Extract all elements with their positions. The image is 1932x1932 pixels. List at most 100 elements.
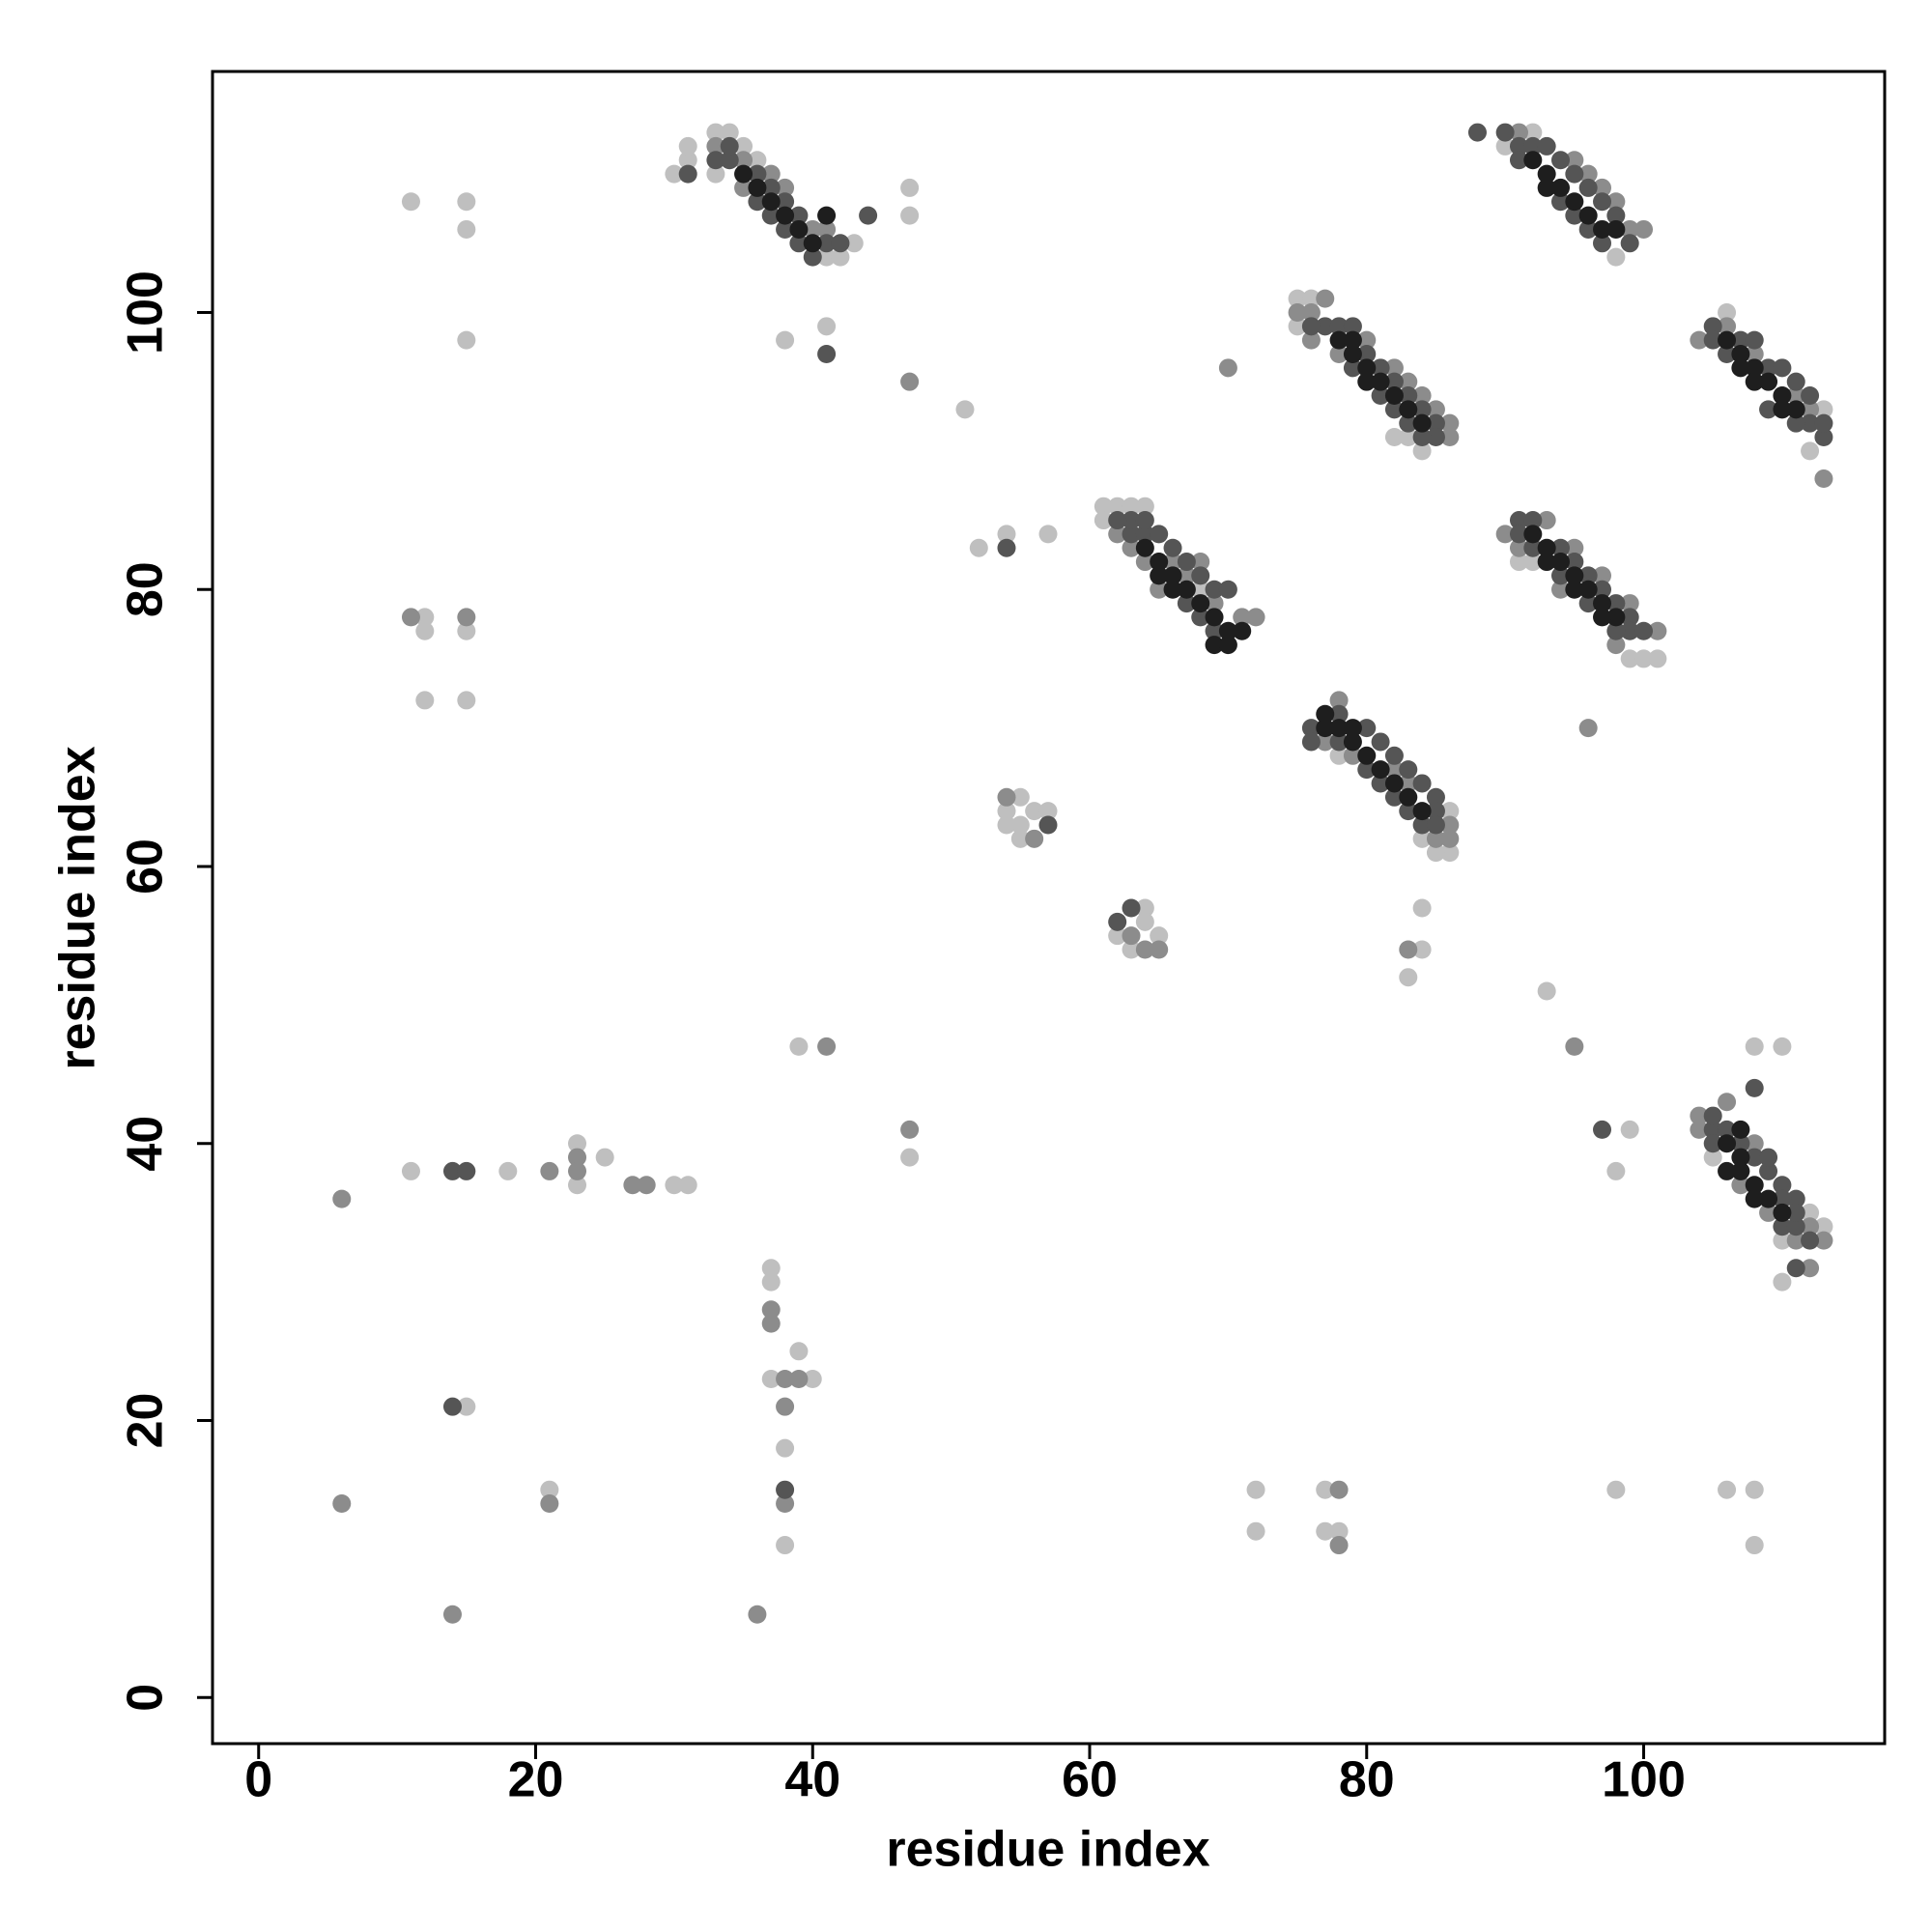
contact-point (1786, 1217, 1805, 1236)
contact-point (1731, 344, 1750, 363)
contact-point (1773, 386, 1792, 406)
contact-point (1399, 968, 1418, 987)
y-tick-label: 0 (118, 1684, 174, 1712)
contact-point (1801, 1259, 1820, 1278)
contact-point (1718, 344, 1737, 363)
contact-point (761, 192, 781, 212)
contact-point (1634, 219, 1654, 239)
contact-point (1205, 594, 1224, 613)
contact-point (457, 192, 476, 212)
contact-point (1426, 843, 1445, 863)
contact-point (1731, 1134, 1750, 1153)
contact-point (831, 247, 850, 267)
contact-point (1786, 372, 1805, 391)
contact-point (1440, 802, 1460, 821)
contact-point (734, 178, 753, 197)
contact-point (1593, 608, 1612, 627)
contact-point (1246, 608, 1265, 627)
contact-point (678, 136, 697, 156)
contact-point (1801, 413, 1820, 433)
contact-point (1634, 649, 1654, 668)
contact-point (1745, 1037, 1764, 1056)
contact-point (1412, 774, 1432, 793)
contact-point (1606, 247, 1626, 267)
contact-point (678, 151, 697, 170)
contact-point (761, 1272, 781, 1292)
contact-point (1329, 1536, 1349, 1555)
y-tick-label: 20 (118, 1393, 174, 1449)
contact-point (1537, 553, 1556, 572)
contact-point (1523, 538, 1543, 557)
contact-point (1038, 815, 1058, 835)
contact-point (776, 1438, 795, 1458)
contact-point (1384, 386, 1404, 406)
contact-point (1357, 719, 1377, 738)
x-tick-label: 60 (1062, 1752, 1118, 1808)
contact-point (789, 1369, 809, 1388)
contact-point (1773, 1037, 1792, 1056)
contact-point (1620, 234, 1639, 253)
contact-point (1384, 358, 1404, 378)
contact-point (1218, 621, 1237, 640)
contact-point (706, 164, 725, 184)
contact-point (457, 330, 476, 350)
contact-point (1122, 538, 1141, 557)
contact-point (1745, 1480, 1764, 1499)
plot-frame (211, 70, 1887, 1746)
contact-point (1620, 1120, 1639, 1139)
contact-point (1440, 829, 1460, 848)
contact-point (1550, 580, 1570, 599)
contact-point (817, 344, 837, 363)
contact-point (1703, 1148, 1722, 1167)
y-tick-label: 100 (118, 270, 174, 355)
contact-point (1191, 608, 1210, 627)
contact-point (1773, 1231, 1792, 1250)
contact-point (540, 1161, 559, 1180)
contact-point (1122, 926, 1141, 946)
contact-point (1399, 787, 1418, 807)
contact-point (1399, 400, 1418, 419)
contact-point (803, 219, 822, 239)
contact-point (1565, 1037, 1584, 1056)
contact-point (1316, 704, 1335, 724)
contact-point (1745, 1176, 1764, 1195)
contact-point (1801, 386, 1820, 406)
contact-point (1150, 926, 1169, 946)
contact-point (1412, 815, 1432, 835)
contact-point (1634, 621, 1654, 640)
contact-point (1620, 219, 1639, 239)
contact-point (1593, 580, 1612, 599)
contact-point (734, 164, 753, 184)
contact-point (1329, 317, 1349, 336)
contact-point (997, 802, 1016, 821)
contact-point (1135, 538, 1154, 557)
contact-point (1606, 219, 1626, 239)
contact-point (720, 151, 739, 170)
contact-point (1814, 413, 1833, 433)
contact-point (1316, 1521, 1335, 1541)
contact-point (789, 206, 809, 225)
contact-point (1426, 400, 1445, 419)
contact-point (1301, 330, 1321, 350)
contact-point (1246, 1521, 1265, 1541)
contact-point (1384, 400, 1404, 419)
contact-point (761, 1300, 781, 1320)
contact-point (442, 1161, 462, 1180)
x-axis-label: residue index (886, 1822, 1209, 1878)
contact-point (1316, 289, 1335, 308)
contact-point (1537, 981, 1556, 1001)
x-tick-label: 80 (1339, 1752, 1395, 1808)
y-tick-label: 40 (118, 1116, 174, 1172)
contact-point (1745, 372, 1764, 391)
contact-point (1301, 289, 1321, 308)
contact-point (1593, 234, 1612, 253)
contact-point (761, 178, 781, 197)
contact-point (415, 608, 435, 627)
contact-point (1412, 829, 1432, 848)
contact-point (997, 538, 1016, 557)
x-tick-label: 20 (508, 1752, 564, 1808)
contact-point (776, 1397, 795, 1416)
contact-point (1150, 940, 1169, 959)
